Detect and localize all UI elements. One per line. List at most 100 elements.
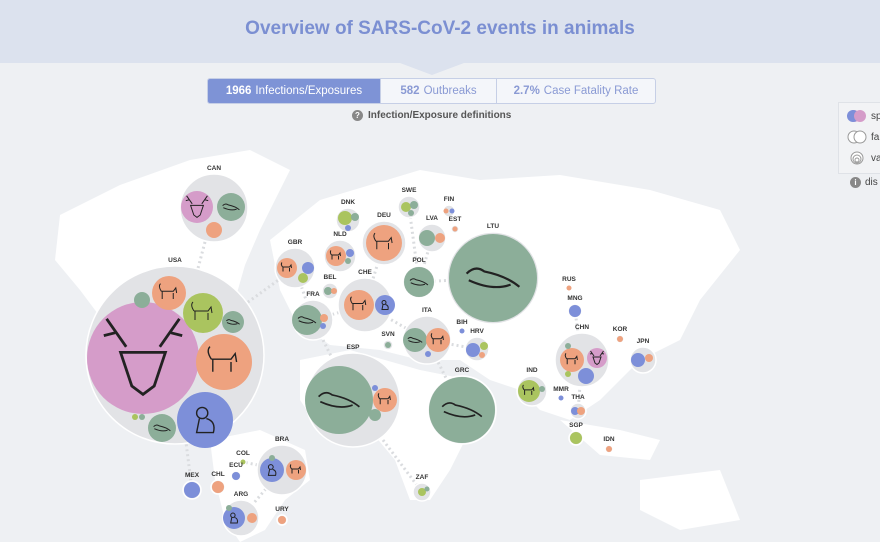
country-bubble-can[interactable]: CAN — [179, 165, 249, 243]
country-circle[interactable] — [442, 204, 456, 218]
dog-bubble[interactable] — [459, 328, 465, 334]
cat-bubble[interactable] — [326, 246, 346, 266]
dog-bubble[interactable] — [177, 392, 233, 448]
mink-bubble[interactable] — [419, 230, 435, 246]
cat-bubble[interactable] — [577, 407, 585, 415]
disclaimer-link[interactable]: i dis — [850, 177, 878, 188]
country-bubble-bih[interactable]: BIH — [456, 319, 468, 335]
country-bubble-swe[interactable]: SWE — [397, 187, 421, 219]
definitions-link[interactable]: ? Infection/Exposure definitions — [352, 110, 511, 121]
cat-bubble[interactable] — [479, 352, 485, 358]
country-bubble-hrv[interactable]: HRV — [464, 328, 490, 362]
legend-item-variant[interactable]: va — [847, 151, 880, 165]
mink-bubble[interactable] — [222, 311, 244, 333]
country-bubble-col[interactable]: COL — [236, 450, 250, 466]
mink-bubble[interactable] — [148, 414, 176, 442]
cat-bubble[interactable] — [331, 288, 337, 294]
country-bubble-sgp[interactable]: SGP — [568, 422, 584, 446]
cat-bubble[interactable] — [606, 446, 612, 452]
dog-bubble[interactable] — [425, 351, 431, 357]
tab-infections[interactable]: 1966 Infections/Exposures — [208, 79, 380, 103]
mink-bubble[interactable] — [324, 287, 332, 295]
country-bubble-chl[interactable]: CHL — [210, 471, 226, 495]
country-bubble-dnk[interactable]: DNK — [335, 199, 361, 233]
country-bubble-bra[interactable]: BRA — [256, 436, 308, 496]
country-bubble-arg[interactable]: ARG — [222, 491, 260, 537]
dog-bubble[interactable] — [631, 353, 645, 367]
country-bubble-idn[interactable]: IDN — [603, 436, 615, 454]
dog-bubble[interactable] — [558, 395, 564, 401]
dog-bubble[interactable] — [571, 407, 579, 415]
country-bubble-chn[interactable]: CHN — [554, 324, 610, 388]
other-bubble[interactable] — [401, 202, 411, 212]
cat-bubble[interactable] — [206, 222, 222, 238]
mink-bubble[interactable] — [385, 342, 391, 348]
cat-bubble[interactable] — [196, 334, 252, 390]
mink-bubble[interactable] — [134, 292, 150, 308]
dog-bubble[interactable] — [372, 385, 378, 391]
country-bubble-gbr[interactable]: GBR — [274, 239, 316, 289]
country-bubble-mmr[interactable]: MMR — [553, 386, 569, 402]
cat-bubble[interactable] — [435, 233, 445, 243]
other-bubble[interactable] — [132, 414, 138, 420]
country-bubble-rus[interactable]: RUS — [562, 276, 577, 292]
country-bubble-ltu[interactable]: LTU — [446, 223, 540, 325]
legend-item-species[interactable]: sp — [847, 109, 880, 123]
mink-bubble[interactable] — [369, 409, 381, 421]
mink-bubble[interactable] — [217, 193, 245, 221]
dog-bubble[interactable] — [345, 225, 351, 231]
country-bubble-mex[interactable]: MEX — [182, 472, 202, 500]
mink-bubble[interactable] — [404, 267, 434, 297]
country-bubble-fin[interactable]: FIN — [442, 196, 456, 218]
country-bubble-usa[interactable]: USA — [85, 257, 265, 448]
country-bubble-jpn[interactable]: JPN — [629, 338, 657, 374]
mink-bubble[interactable] — [403, 328, 427, 352]
mink-bubble[interactable] — [449, 234, 537, 322]
dog-bubble[interactable] — [375, 295, 395, 315]
country-bubble-lva[interactable]: LVA — [417, 215, 447, 253]
cat-bubble[interactable] — [286, 460, 306, 480]
country-bubble-che[interactable]: CHE — [337, 269, 395, 333]
country-bubble-ind[interactable]: IND — [516, 367, 548, 407]
country-bubble-pol[interactable]: POL — [402, 257, 436, 299]
country-bubble-tha[interactable]: THA — [569, 394, 587, 420]
cat-bubble[interactable] — [212, 481, 224, 493]
cat-bubble[interactable] — [344, 290, 374, 320]
cat-bubble[interactable] — [452, 226, 458, 232]
country-bubble-deu[interactable]: DEU — [361, 212, 407, 266]
tab-case-fatality-rate[interactable]: 2.7% Case Fatality Rate — [496, 79, 655, 103]
mink-bubble[interactable] — [351, 213, 359, 221]
country-bubble-kor[interactable]: KOR — [613, 326, 628, 344]
other-bubble[interactable] — [240, 459, 246, 465]
country-bubble-grc[interactable]: GRC — [427, 367, 497, 445]
dog-bubble[interactable] — [223, 507, 245, 529]
other-bubble[interactable] — [418, 488, 426, 496]
country-bubble-ecu[interactable]: ECU — [229, 462, 243, 482]
other-bubble[interactable] — [565, 371, 571, 377]
cat-bubble[interactable] — [373, 388, 397, 412]
legend-item-family[interactable]: fa — [847, 130, 879, 144]
country-bubble-ury[interactable]: URY — [275, 506, 289, 526]
dog-bubble[interactable] — [449, 208, 455, 214]
cat-bubble[interactable] — [278, 516, 286, 524]
mink-bubble[interactable] — [226, 505, 232, 511]
cat-bubble[interactable] — [426, 328, 450, 352]
mink-bubble[interactable] — [565, 343, 571, 349]
mink-bubble[interactable] — [269, 455, 275, 461]
other-bubble[interactable] — [183, 293, 223, 333]
cat-bubble[interactable] — [152, 276, 186, 310]
other-bubble[interactable] — [298, 273, 308, 283]
cat-bubble[interactable] — [443, 208, 449, 214]
cat-bubble[interactable] — [277, 258, 297, 278]
mink-bubble[interactable] — [429, 377, 495, 443]
dog-bubble[interactable] — [260, 458, 284, 482]
other-bubble[interactable] — [518, 380, 540, 402]
country-bubble-fra[interactable]: FRA — [292, 291, 334, 341]
cat-bubble[interactable] — [566, 285, 572, 291]
country-bubble-svn[interactable]: SVN — [381, 331, 395, 351]
mink-bubble[interactable] — [292, 305, 322, 335]
other-bubble[interactable] — [338, 211, 352, 225]
country-bubble-bel[interactable]: BEL — [321, 274, 339, 300]
dog-bubble[interactable] — [320, 323, 326, 329]
country-bubble-ita[interactable]: ITA — [402, 307, 452, 365]
